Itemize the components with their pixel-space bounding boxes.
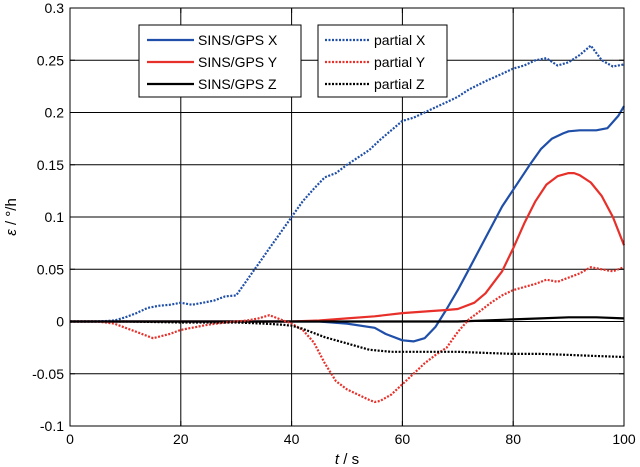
x-axis-label: t / s xyxy=(335,451,359,467)
y-axis-unit: / °/h xyxy=(3,198,20,229)
y-tick-label: 0.05 xyxy=(37,261,64,277)
y-tick-label: 0 xyxy=(56,314,64,330)
legend-box-solid: SINS/GPS X SINS/GPS Y SINS/GPS Z xyxy=(138,24,302,98)
legend-label: partial X xyxy=(374,32,426,48)
tick-marks xyxy=(69,7,625,427)
tick-labels: 0 20 40 60 80 100 -0.1 -0.05 0 0.05 0.1 0.15 0.2 0.25… xyxy=(32,0,636,447)
x-tick-label: 40 xyxy=(284,431,300,447)
x-tick-label: 0 xyxy=(66,431,74,447)
x-tick-label: 100 xyxy=(612,431,636,447)
series-line-partial-y xyxy=(70,266,625,404)
legend-label: partial Z xyxy=(374,76,425,92)
legend-label: SINS/GPS X xyxy=(198,32,278,48)
y-tick-label: -0.05 xyxy=(32,366,64,382)
x-tick-label: 80 xyxy=(505,431,521,447)
y-axis-label: ε / °/h xyxy=(3,198,20,236)
x-axis-variable: t xyxy=(335,451,340,467)
series-lines xyxy=(70,44,626,404)
y-tick-label: 0.15 xyxy=(37,157,64,173)
y-tick-label: 0.3 xyxy=(45,0,65,16)
y-tick-label: 0.1 xyxy=(45,209,65,225)
x-axis-unit: / s xyxy=(339,451,359,467)
series-line-sins-gps-z xyxy=(70,316,625,323)
legend-box-dotted: partial X partial Y partial Z xyxy=(317,24,448,98)
legend-label: partial Y xyxy=(374,54,426,70)
series-line-partial-z xyxy=(70,320,625,359)
y-axis-variable: ε xyxy=(3,229,20,236)
y-tick-label: 0.25 xyxy=(37,52,64,68)
y-tick-label: 0.2 xyxy=(45,105,65,121)
y-tick-label: -0.1 xyxy=(40,418,64,434)
series-line-partial-x xyxy=(70,44,625,323)
x-tick-label: 20 xyxy=(173,431,189,447)
series-line-sins-gps-y xyxy=(70,172,626,323)
legend-label: SINS/GPS Y xyxy=(198,54,278,70)
legend-label: SINS/GPS Z xyxy=(198,76,277,92)
x-tick-label: 60 xyxy=(395,431,411,447)
